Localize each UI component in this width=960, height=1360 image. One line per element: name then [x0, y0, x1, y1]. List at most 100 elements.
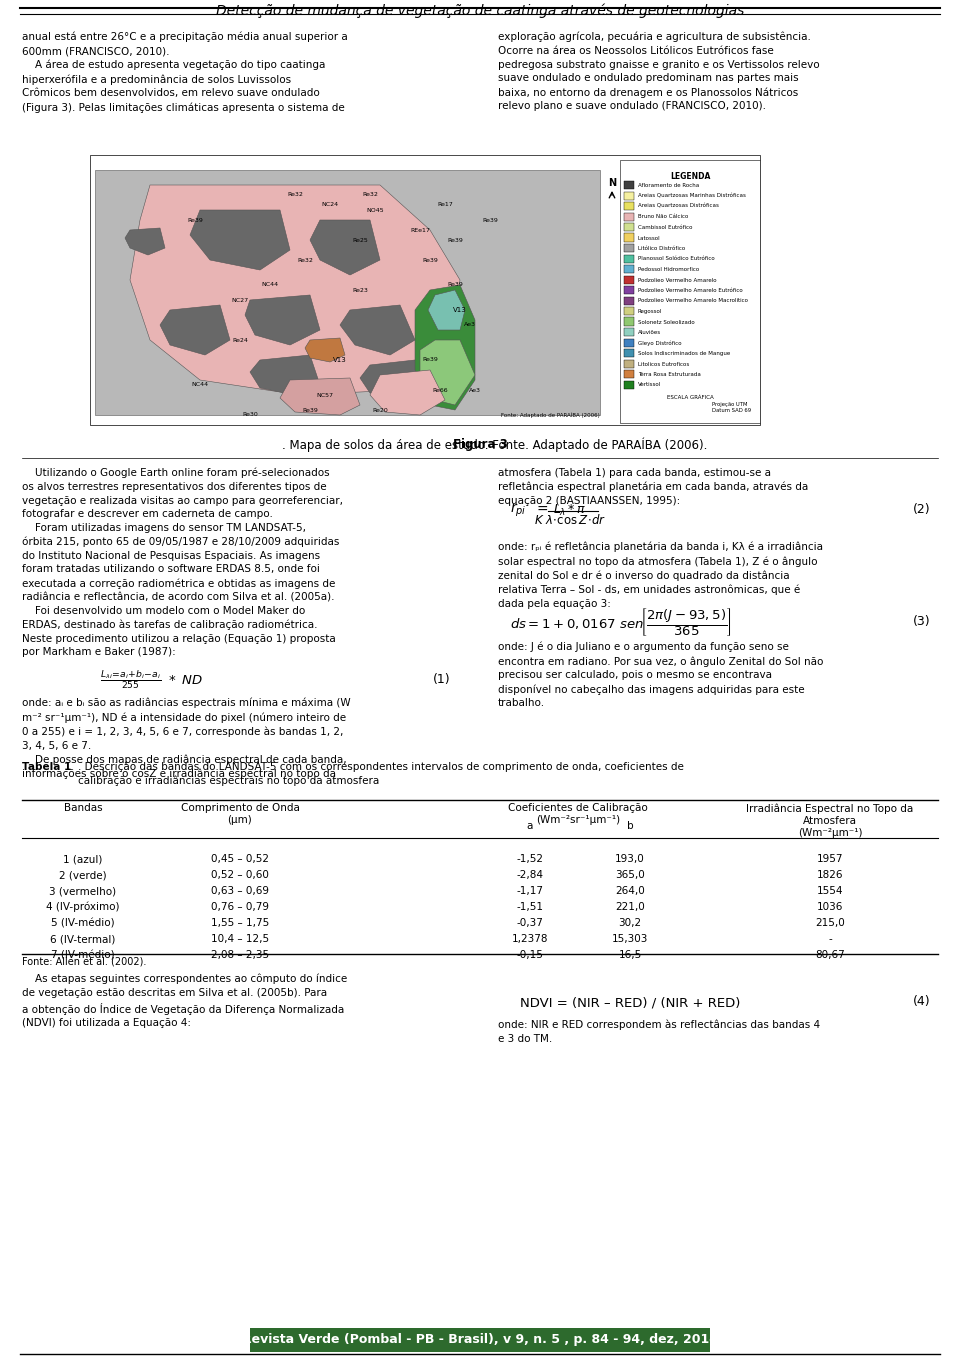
Text: -1,52: -1,52 [516, 854, 543, 864]
Text: 0,52 – 0,60: 0,52 – 0,60 [211, 870, 269, 880]
Text: NO45: NO45 [366, 208, 384, 212]
Text: NC44: NC44 [261, 283, 278, 287]
Bar [624, 192, 634, 200]
Text: 6 (IV-termal): 6 (IV-termal) [50, 934, 116, 944]
Polygon shape [310, 220, 380, 275]
Text: -1,51: -1,51 [516, 902, 543, 913]
Text: 7 (IV-médio): 7 (IV-médio) [51, 951, 115, 960]
Text: Vertissol: Vertissol [638, 382, 661, 388]
Text: Re39: Re39 [422, 358, 438, 363]
Text: Coeficientes de Calibração
(Wm⁻²sr⁻¹μm⁻¹): Coeficientes de Calibração (Wm⁻²sr⁻¹μm⁻¹… [508, 802, 648, 826]
Text: NC57: NC57 [317, 393, 333, 397]
Text: Areias Quartzosas Distróficas: Areias Quartzosas Distróficas [638, 204, 719, 209]
Bar [624, 276, 634, 283]
Text: Solos Indiscriminados de Mangue: Solos Indiscriminados de Mangue [638, 351, 731, 356]
Text: Aluviões: Aluviões [638, 330, 661, 335]
Polygon shape [130, 185, 460, 394]
Text: Podzolieo Vermelho Amarelo: Podzolieo Vermelho Amarelo [638, 277, 716, 283]
Polygon shape [160, 305, 230, 355]
Text: Pedossol Hidromorfico: Pedossol Hidromorfico [638, 267, 699, 272]
Bar [624, 307, 634, 316]
Text: 1,55 – 1,75: 1,55 – 1,75 [211, 918, 269, 928]
Text: Re24: Re24 [232, 337, 248, 343]
Text: Figura 3: Figura 3 [452, 438, 508, 452]
Polygon shape [305, 339, 345, 362]
Text: 30,2: 30,2 [618, 918, 641, 928]
Text: 365,0: 365,0 [615, 870, 645, 880]
Text: Re32: Re32 [362, 193, 378, 197]
Bar [624, 339, 634, 347]
Text: -0,15: -0,15 [516, 951, 543, 960]
Bar [624, 296, 634, 305]
Text: Re25: Re25 [352, 238, 368, 242]
Bar [624, 223, 634, 231]
Polygon shape [250, 355, 320, 394]
Text: NC44: NC44 [191, 382, 208, 388]
Text: 3 (vermelho): 3 (vermelho) [49, 885, 116, 896]
Text: NC27: NC27 [231, 298, 249, 302]
Text: 1826: 1826 [817, 870, 843, 880]
Text: Re20: Re20 [372, 408, 388, 412]
Text: 1957: 1957 [817, 854, 843, 864]
Text: Revista Verde (Pombal - PB - Brasil), v 9, n. 5 , p. 84 - 94, dez, 2014: Revista Verde (Pombal - PB - Brasil), v … [242, 1334, 718, 1346]
Text: 10,4 – 12,5: 10,4 – 12,5 [211, 934, 269, 944]
Text: ESCALA GRÁFICA: ESCALA GRÁFICA [666, 394, 713, 400]
Text: Litólico Distrófico: Litólico Distrófico [638, 246, 685, 252]
Bar [90, 155, 760, 424]
Text: Terra Rosa Estruturada: Terra Rosa Estruturada [638, 373, 701, 377]
Bar [624, 212, 634, 220]
Polygon shape [280, 378, 360, 415]
Text: Latossol: Latossol [638, 235, 660, 241]
Text: $K\ \lambda \!\cdot\! \cos Z \!\cdot\! dr$: $K\ \lambda \!\cdot\! \cos Z \!\cdot\! d… [534, 513, 606, 526]
Text: Solonetz Soleolizado: Solonetz Soleolizado [638, 320, 695, 325]
Text: Re39: Re39 [302, 408, 318, 412]
Text: . Descrição das bandas do LANDSAT-5 com os correspondentes intervalos de comprim: . Descrição das bandas do LANDSAT-5 com … [78, 762, 684, 786]
Text: Re39: Re39 [482, 218, 498, 223]
Text: 4 (IV-próximo): 4 (IV-próximo) [46, 902, 120, 913]
Text: Re39: Re39 [447, 238, 463, 242]
Text: REe17: REe17 [410, 227, 430, 233]
Text: Fonte: Adaptado de PARAÍBA (2006): Fonte: Adaptado de PARAÍBA (2006) [501, 412, 600, 418]
Text: b: b [627, 821, 634, 831]
Text: (3): (3) [912, 616, 930, 628]
Text: As etapas seguintes correspondentes ao cômputo do índice
de vegetação estão desc: As etapas seguintes correspondentes ao c… [22, 974, 348, 1028]
Text: Bruno Não Cálcico: Bruno Não Cálcico [638, 215, 688, 219]
Bar [624, 243, 634, 252]
Text: 5 (IV-médio): 5 (IV-médio) [51, 918, 115, 928]
Text: Podzolieo Vermelho Amarelo Macrolitico: Podzolieo Vermelho Amarelo Macrolitico [638, 298, 748, 303]
Text: $r_{pi}$: $r_{pi}$ [510, 502, 526, 518]
Bar [624, 350, 634, 356]
Text: Litolicos Eutroficos: Litolicos Eutroficos [638, 362, 689, 366]
Text: onde: rₚᵢ é refletância planetária da banda i, Kλ é a irradiância
solar espectra: onde: rₚᵢ é refletância planetária da ba… [498, 543, 823, 609]
Text: NC24: NC24 [322, 203, 339, 208]
Text: Re39: Re39 [187, 218, 203, 223]
Text: 15,303: 15,303 [612, 934, 648, 944]
Text: Comprimento de Onda
(μm): Comprimento de Onda (μm) [180, 802, 300, 826]
Text: exploração agrícola, pecuária e agricultura de subsistência.
Ocorre na área os N: exploração agrícola, pecuária e agricult… [498, 33, 820, 112]
Polygon shape [340, 305, 415, 355]
Bar [624, 359, 634, 367]
Text: 0,76 – 0,79: 0,76 – 0,79 [211, 902, 269, 913]
Bar [624, 370, 634, 378]
Text: . Mapa de solos da área de estudo. Fonte. Adaptado de PARAÍBA (2006).: . Mapa de solos da área de estudo. Fonte… [252, 438, 708, 453]
Text: Irradiância Espectral no Topo da
Atmosfera
(Wm⁻²μm⁻¹): Irradiância Espectral no Topo da Atmosfe… [746, 802, 914, 838]
Text: Fonte: Allen et al. (2002).: Fonte: Allen et al. (2002). [22, 957, 146, 967]
Text: Detecção de mudança de vegetação de caatinga através de geotecnologias: Detecção de mudança de vegetação de caat… [216, 4, 744, 18]
Polygon shape [428, 290, 465, 330]
Text: $\frac{L_{\lambda i}\!=\!a_i\!+\!b_i\!-\!a_i}{255}\ *\ ND$: $\frac{L_{\lambda i}\!=\!a_i\!+\!b_i\!-\… [100, 668, 204, 691]
Text: -0,37: -0,37 [516, 918, 543, 928]
Text: V13: V13 [333, 356, 347, 363]
Text: 193,0: 193,0 [615, 854, 645, 864]
Polygon shape [415, 286, 475, 409]
Text: a: a [527, 821, 533, 831]
Text: anual está entre 26°C e a precipitação média anual superior a
600mm (FRANCISCO, : anual está entre 26°C e a precipitação m… [22, 33, 348, 113]
Text: Tabela 1: Tabela 1 [22, 762, 71, 772]
Text: atmosfera (Tabela 1) para cada banda, estimou-se a
refletância espectral planetá: atmosfera (Tabela 1) para cada banda, es… [498, 468, 808, 506]
Text: 16,5: 16,5 [618, 951, 641, 960]
Text: Areias Quartzosas Marinhas Distróficas: Areias Quartzosas Marinhas Distróficas [638, 193, 746, 199]
Text: Ae3: Ae3 [469, 388, 481, 393]
Text: 2 (verde): 2 (verde) [60, 870, 107, 880]
Text: -: - [828, 934, 832, 944]
Bar [624, 381, 634, 389]
Text: Cambissol Eutrófico: Cambissol Eutrófico [638, 224, 692, 230]
